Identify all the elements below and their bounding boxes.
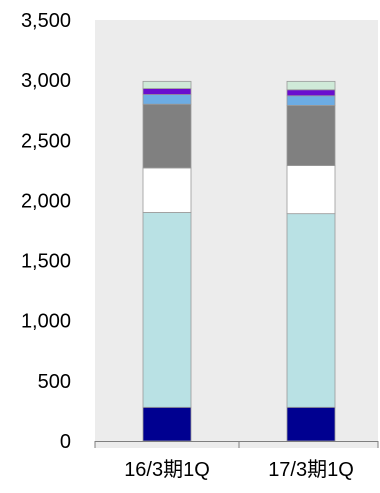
bar-segment-1-6	[142, 88, 192, 95]
bar-segment-2-3	[286, 165, 336, 215]
bar-segment-2-1	[286, 406, 336, 442]
bar-segment-1-7	[142, 80, 192, 89]
y-tick-label: 3,500	[21, 10, 71, 32]
x-category-label: 16/3期1Q	[124, 459, 210, 481]
plot-area-background	[95, 20, 378, 448]
bar-segment-1-1	[142, 406, 192, 442]
bars-group	[142, 80, 336, 442]
bar-segment-1-4	[142, 103, 192, 169]
bar-segment-2-4	[286, 105, 336, 166]
bar-segment-1-5	[142, 94, 192, 105]
bar-segment-1-3	[142, 167, 192, 213]
y-tick-label: 3,000	[21, 70, 71, 92]
y-tick-label: 1,000	[21, 311, 71, 333]
bar-segment-2-6	[286, 89, 336, 97]
x-category-label: 17/3期1Q	[268, 459, 354, 481]
y-tick-label: 0	[60, 431, 71, 453]
bar-segment-1-2	[142, 212, 192, 408]
bar-segment-2-7	[286, 80, 336, 91]
bar-segment-2-5	[286, 95, 336, 106]
y-tick-label: 500	[38, 371, 71, 393]
x-axis-category-labels: 16/3期1Q 17/3期1Q	[124, 459, 354, 481]
y-tick-label: 2,500	[21, 130, 71, 152]
y-tick-label: 1,500	[21, 251, 71, 273]
bar-segment-2-2	[286, 213, 336, 408]
x-axis-ticks	[94, 441, 379, 448]
y-tick-label: 2,000	[21, 190, 71, 212]
y-axis-tick-labels: 3,500 3,000 2,500 2,000 1,500 1,000 500 0	[21, 10, 71, 453]
